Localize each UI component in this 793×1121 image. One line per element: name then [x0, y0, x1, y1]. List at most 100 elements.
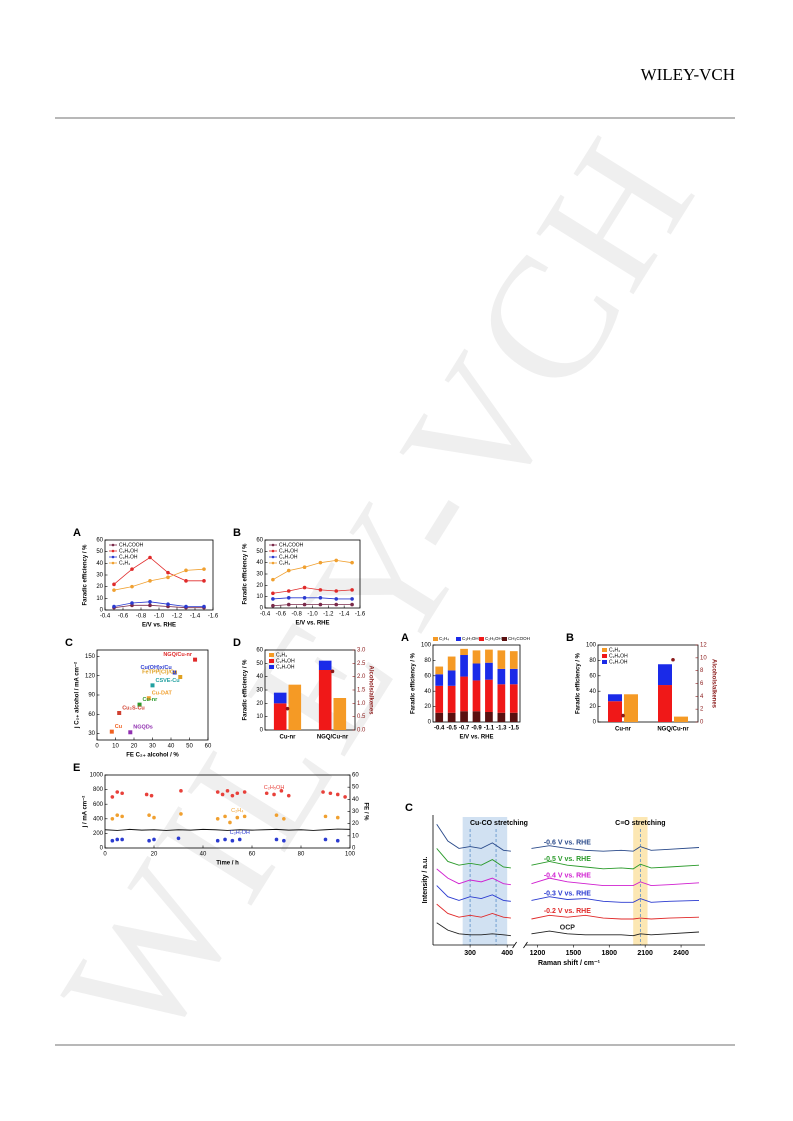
data-point	[230, 838, 235, 843]
legend-label: C₃H₇OH	[462, 636, 479, 641]
y-tick-label: 1000	[90, 773, 104, 779]
y2-tick-label: 50	[352, 785, 359, 791]
bar-segment	[435, 685, 444, 713]
data-point	[120, 814, 124, 819]
legend-swatch	[433, 637, 438, 641]
data-point	[120, 791, 124, 796]
x-tick-label: -0.8	[291, 612, 302, 618]
bar-segment	[435, 674, 444, 686]
panel-label: B	[566, 632, 574, 644]
y-tick-label: 30	[256, 572, 263, 578]
data-point	[282, 838, 286, 843]
bar	[624, 694, 638, 722]
y2-tick-label: 0.0	[357, 728, 366, 734]
data-point	[223, 814, 227, 819]
data-point	[286, 793, 291, 798]
data-point	[235, 815, 240, 820]
data-point	[235, 791, 240, 796]
bar-segment	[460, 676, 468, 712]
bar	[288, 684, 302, 730]
legend-label: C₂H₅OH	[276, 658, 295, 664]
x-axis-label: E/V vs. RHE	[142, 623, 176, 629]
bar-segment	[472, 663, 481, 681]
legend-label: C₂H₄	[279, 560, 290, 566]
data-point	[334, 589, 339, 593]
bar-segment	[472, 680, 481, 712]
x-tick-label: -1.3	[496, 726, 507, 732]
x-tick-label: -1.2	[172, 614, 183, 620]
y-tick-label: 60	[256, 648, 263, 654]
series-line	[104, 828, 351, 831]
data-point	[228, 820, 232, 825]
data-point	[176, 836, 181, 841]
bar-segment	[485, 649, 493, 663]
data-point	[328, 791, 333, 796]
data-point	[110, 795, 115, 799]
series-line	[113, 568, 205, 591]
y-tick-label: 10	[256, 594, 263, 600]
data-point	[302, 602, 307, 607]
data-point	[286, 568, 291, 573]
data-point	[286, 589, 291, 593]
panel-label: D	[233, 637, 241, 649]
data-point	[230, 793, 235, 798]
y-axis-label: j C₂₊ alcohol / mA cm⁻²	[74, 662, 81, 729]
y-tick-label: 0	[428, 720, 432, 726]
bar-segment	[509, 651, 518, 669]
bar-segment	[485, 662, 493, 680]
x-tick-label: 20	[151, 852, 158, 858]
data-point	[286, 596, 291, 600]
spectrum	[436, 824, 511, 852]
bar-segment	[447, 712, 456, 722]
legend-marker	[111, 549, 115, 553]
x-axis-label: Raman shift / cm⁻¹	[538, 960, 601, 967]
y2-axis-label: Alcohols/alkenes	[710, 659, 716, 709]
bar-segment	[509, 712, 518, 722]
panel-label: C	[405, 802, 413, 814]
data-point	[115, 837, 120, 842]
x-axis-label: Time / h	[216, 861, 239, 867]
data-point	[271, 603, 275, 608]
data-point	[350, 602, 354, 607]
legend-label: C₂H₄	[609, 647, 620, 653]
data-point	[223, 837, 227, 842]
x-tick-label: 40	[200, 852, 207, 858]
legend-label: C₂H₅OH	[119, 548, 138, 554]
legend-label: C₂H₄	[439, 636, 449, 641]
x-tick-label: Cu-nr	[280, 735, 297, 741]
point-label: Cu₂S-Cu	[122, 705, 145, 711]
band-label: C≡O stretching	[615, 820, 665, 827]
y-tick-label: 10	[96, 596, 103, 602]
series-line	[272, 597, 353, 600]
series-label: C₃H₇OH	[230, 830, 250, 836]
ratio-point	[621, 713, 625, 718]
spectrum	[531, 914, 700, 920]
x-tick-label: -1.6	[355, 612, 366, 618]
y-tick-label: 20	[589, 704, 596, 710]
data-point	[144, 792, 149, 797]
legend-label: CH₃COOH	[508, 636, 530, 641]
x-axis-label: E/V vs. RHE	[295, 621, 329, 627]
data-point	[271, 591, 275, 596]
legend-marker	[111, 543, 115, 547]
y-tick-label: 90	[88, 693, 95, 699]
bar	[658, 664, 672, 686]
panel-label: A	[401, 632, 409, 644]
x-tick-label: 30	[149, 744, 156, 750]
y-tick-label: 100	[421, 643, 432, 649]
legend-label: C₃H₇OH	[609, 659, 628, 665]
y-tick-label: 60	[88, 712, 95, 718]
spectrum	[531, 860, 700, 870]
legend-label: C₃H₇OH	[276, 664, 295, 670]
legend-label: C₂H₄	[276, 652, 287, 658]
legend-label: C₃H₇OH	[279, 554, 298, 560]
bar	[318, 670, 332, 730]
y-tick-label: 0	[100, 846, 104, 852]
legend-swatch	[479, 637, 484, 641]
y-tick-label: 80	[589, 658, 596, 664]
data-point	[350, 597, 354, 601]
data-point	[323, 837, 328, 842]
x-tick-label: 400	[501, 950, 513, 957]
data-point	[110, 817, 115, 821]
x-tick-label: 300	[464, 950, 476, 957]
